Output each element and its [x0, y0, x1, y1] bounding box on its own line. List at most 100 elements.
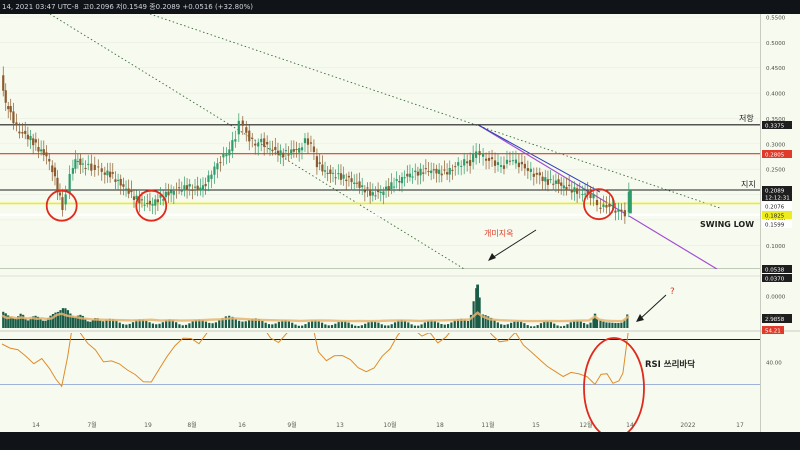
resistance-label: 저항: [739, 114, 754, 123]
volume-bar: [420, 324, 423, 328]
candle: [234, 139, 237, 142]
candle: [552, 183, 555, 185]
volume-bar: [559, 326, 562, 328]
candle: [438, 169, 441, 174]
volume-bar: [257, 319, 261, 328]
time-tick-label: 9월: [287, 421, 296, 429]
volume-bar: [49, 315, 52, 328]
candle: [245, 127, 248, 133]
candle: [493, 160, 497, 166]
volume-bar: [410, 324, 413, 328]
volume-bar: [397, 320, 400, 328]
volume-bar: [12, 318, 15, 328]
candle: [53, 167, 57, 177]
candle: [517, 162, 521, 168]
volume-bar: [456, 319, 460, 328]
candle: [611, 204, 614, 206]
rsi-note-label: RSI 쓰리바닥: [645, 359, 695, 370]
candle: [204, 183, 207, 187]
candle: [355, 182, 358, 184]
volume-bar: [387, 325, 390, 328]
chart-date: 14, 2021 03:47 UTC-8: [2, 3, 79, 11]
price-tick-label: 0.2500: [766, 168, 786, 174]
time-tick-label: 18: [436, 422, 444, 429]
volume-bar: [56, 311, 60, 328]
price-tag-label: 0.0538: [765, 268, 785, 274]
volume-bar: [481, 314, 485, 328]
candle: [260, 138, 263, 143]
candle: [84, 167, 87, 169]
candle: [578, 189, 581, 191]
volume-bar: [191, 321, 194, 328]
candle: [4, 90, 7, 103]
candle: [309, 142, 313, 144]
candle: [371, 192, 374, 196]
candle: [323, 170, 327, 172]
volume-bar: [484, 315, 487, 328]
volume-bar: [145, 320, 148, 328]
volume-bar: [211, 323, 214, 328]
volume-bar: [374, 321, 377, 328]
candle: [599, 207, 602, 209]
price-tick-label: 0.5500: [766, 16, 786, 22]
volume-bar: [523, 323, 526, 328]
volume-bar: [271, 324, 274, 328]
time-tick-label: 11월: [481, 421, 494, 429]
candle: [159, 194, 162, 198]
volume-bar: [563, 325, 566, 328]
volume-bar: [224, 316, 227, 328]
volume-bar: [620, 322, 623, 328]
candle: [557, 179, 560, 184]
support-label: 지지: [741, 180, 756, 189]
volume-bar: [626, 314, 629, 328]
candle: [398, 181, 401, 183]
volume-bar: [44, 320, 47, 328]
candle: [263, 138, 266, 147]
volume-bar: [463, 319, 466, 328]
candle: [454, 166, 457, 168]
breakout-candle: [628, 190, 632, 214]
candle: [216, 163, 219, 170]
volume-bar: [118, 322, 121, 328]
candle: [164, 191, 167, 198]
volume-bar: [623, 319, 626, 328]
candle: [37, 146, 40, 152]
candle: [268, 148, 272, 150]
candle: [151, 204, 154, 206]
candle: [321, 164, 324, 172]
candle: [392, 186, 396, 188]
price-tag: [762, 220, 792, 228]
candle: [279, 150, 282, 156]
candle: [435, 168, 438, 174]
candle: [347, 175, 351, 178]
candle: [481, 153, 485, 157]
candle: [369, 189, 372, 196]
candle: [526, 168, 529, 171]
candle: [586, 190, 589, 194]
volume-bar: [7, 315, 10, 328]
price-tag: [762, 193, 792, 201]
price-tick-label: 0.1000: [766, 244, 786, 250]
candle: [135, 195, 138, 200]
volume-bar: [360, 325, 363, 328]
volume-bar: [311, 320, 314, 328]
price-tag-label: 0.1599: [765, 223, 785, 229]
volume-bar: [161, 322, 164, 328]
volume-bar: [165, 320, 168, 328]
candle: [100, 168, 103, 172]
ant-arrow-head: [488, 253, 496, 261]
volume-bar: [261, 320, 264, 328]
time-axis[interactable]: [0, 432, 800, 450]
candle: [329, 169, 332, 174]
volume-bar: [155, 324, 158, 328]
candle: [45, 152, 48, 157]
volume-bar: [94, 317, 97, 328]
volume-bar: [244, 321, 247, 328]
volume-bar: [553, 323, 556, 328]
candle: [71, 168, 74, 174]
volume-bar: [22, 314, 25, 328]
candle: [132, 196, 136, 200]
candle: [544, 177, 547, 182]
volume-bar: [496, 322, 499, 328]
